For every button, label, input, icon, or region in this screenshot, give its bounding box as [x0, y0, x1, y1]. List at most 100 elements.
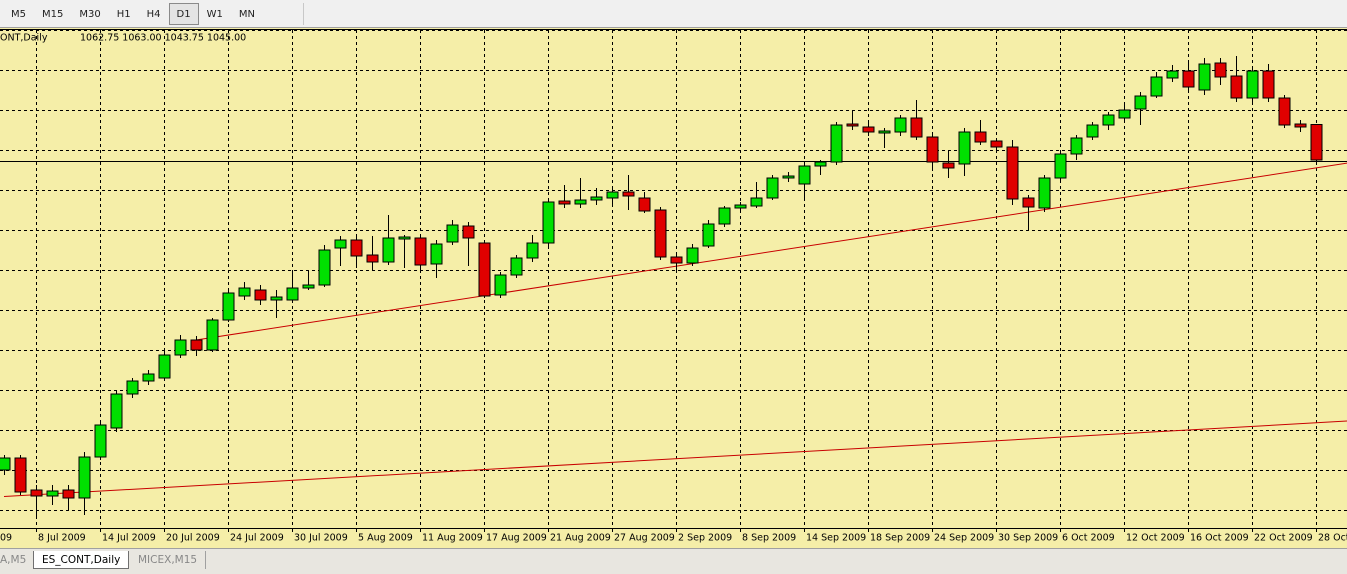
- candle-body: [14, 457, 27, 493]
- trend-line: [3, 420, 1347, 497]
- candle-body: [1070, 137, 1083, 155]
- candle-body: [334, 239, 347, 249]
- candle-body: [942, 162, 955, 169]
- x-tick-label: 30 Sep 2009: [998, 533, 1058, 544]
- candle-body: [494, 274, 507, 296]
- candle-body: [270, 296, 283, 301]
- candle-body: [862, 126, 875, 133]
- x-tick-label: 27 Aug 2009: [614, 533, 675, 544]
- candle-body: [1118, 109, 1131, 119]
- candle-body: [398, 236, 411, 240]
- candle-body: [190, 339, 203, 351]
- timeframe-toolbar: M5 M15 M30 H1 H4 D1 W1 MN: [0, 0, 1347, 28]
- candle-body: [1038, 177, 1051, 209]
- candle-body: [670, 256, 683, 264]
- candle-body: [174, 339, 187, 356]
- candle-body: [590, 196, 603, 201]
- chart-symbol: ONT,Daily: [0, 33, 48, 44]
- candle-body: [1134, 95, 1147, 110]
- candle-body: [1006, 146, 1019, 200]
- timeframe-button[interactable]: M15: [42, 8, 64, 20]
- candle-body: [1262, 70, 1275, 99]
- x-tick-label: 6 Oct 2009: [1062, 533, 1115, 544]
- trend-line: [195, 162, 1347, 341]
- x-tick-label: 14 Jul 2009: [102, 533, 156, 544]
- candle-body: [750, 197, 763, 207]
- candle-body: [814, 161, 827, 167]
- candle-body: [734, 204, 747, 209]
- x-tick-label: 22 Oct 2009: [1254, 533, 1313, 544]
- candle-body: [1278, 97, 1291, 126]
- x-tick-label: 30 Jul 2009: [294, 533, 348, 544]
- candle-body: [350, 239, 363, 257]
- chart-tab[interactable]: A,M5: [0, 551, 36, 569]
- candle-body: [782, 175, 795, 179]
- candle-body: [1166, 70, 1179, 79]
- candle-body: [638, 197, 651, 212]
- chart-tabs: A,M5 ES_CONT,Daily MICEX,M15: [0, 548, 1347, 574]
- timeframe-button[interactable]: M30: [79, 8, 101, 20]
- timeframe-button[interactable]: W1: [206, 8, 223, 20]
- candle-body: [254, 289, 267, 301]
- candle-body: [1198, 63, 1211, 91]
- candle-body: [446, 224, 459, 243]
- candles: [0, 56, 1323, 518]
- x-tick-label: 09: [0, 533, 12, 544]
- candle-body: [622, 191, 635, 197]
- candle-body: [1102, 114, 1115, 126]
- x-tick-label: 17 Aug 2009: [486, 533, 547, 544]
- candle-body: [302, 284, 315, 289]
- candle-body: [110, 393, 123, 429]
- candle-body: [158, 354, 171, 379]
- x-tick-label: 11 Aug 2009: [422, 533, 483, 544]
- candle-body: [1246, 70, 1259, 99]
- timeframe-button[interactable]: H4: [146, 8, 161, 20]
- candle-body: [462, 225, 475, 239]
- candle-body: [1150, 76, 1163, 97]
- timeframe-button[interactable]: M5: [11, 8, 26, 20]
- candle-body: [1294, 123, 1307, 128]
- candle-body: [1182, 70, 1195, 88]
- candle-body: [830, 124, 843, 163]
- candle-body: [478, 242, 491, 297]
- candle-body: [366, 254, 379, 263]
- chart-tab[interactable]: MICEX,M15: [130, 551, 207, 569]
- x-tick-label: 12 Oct 2009: [1126, 533, 1185, 544]
- candle-body: [46, 490, 59, 497]
- candle-body: [318, 249, 331, 286]
- x-tick-label: 8 Jul 2009: [38, 533, 86, 544]
- x-tick-label: 21 Aug 2009: [550, 533, 611, 544]
- candle-body: [1230, 75, 1243, 99]
- timeframe-button[interactable]: D1: [168, 2, 199, 25]
- candle-body: [414, 237, 427, 266]
- candle-body: [510, 257, 523, 276]
- candle-body: [1022, 197, 1035, 208]
- candle-body: [62, 489, 75, 499]
- candle-body: [382, 237, 395, 263]
- chart-tab[interactable]: ES_CONT,Daily: [33, 551, 130, 569]
- candle-body: [0, 457, 11, 471]
- x-tick-label: 8 Sep 2009: [742, 533, 796, 544]
- candle-body: [1086, 124, 1099, 138]
- timeframe-button[interactable]: H1: [116, 8, 131, 20]
- candle-body: [798, 165, 811, 185]
- candle-body: [526, 242, 539, 259]
- candle-body: [1214, 62, 1227, 78]
- candle-body: [142, 373, 155, 382]
- x-tick-label: 20 Jul 2009: [166, 533, 220, 544]
- candle-body: [894, 117, 907, 133]
- candle-body: [926, 136, 939, 163]
- toolbar-separator: [263, 2, 304, 25]
- candle-body: [286, 287, 299, 301]
- x-tick-label: 24 Sep 2009: [934, 533, 994, 544]
- candle-body: [430, 243, 443, 265]
- candle-body: [574, 199, 587, 205]
- chart-objects: [0, 161, 1347, 497]
- candle-body: [606, 191, 619, 199]
- candle-body: [702, 223, 715, 247]
- timeframe-button[interactable]: MN: [238, 8, 255, 20]
- candle-body: [654, 209, 667, 258]
- x-axis: 8 Jul 2009 14 Jul 2009 20 Jul 2009 24 Jul 2…: [0, 528, 1347, 544]
- candle-body: [878, 130, 891, 134]
- candle-body: [1054, 153, 1067, 179]
